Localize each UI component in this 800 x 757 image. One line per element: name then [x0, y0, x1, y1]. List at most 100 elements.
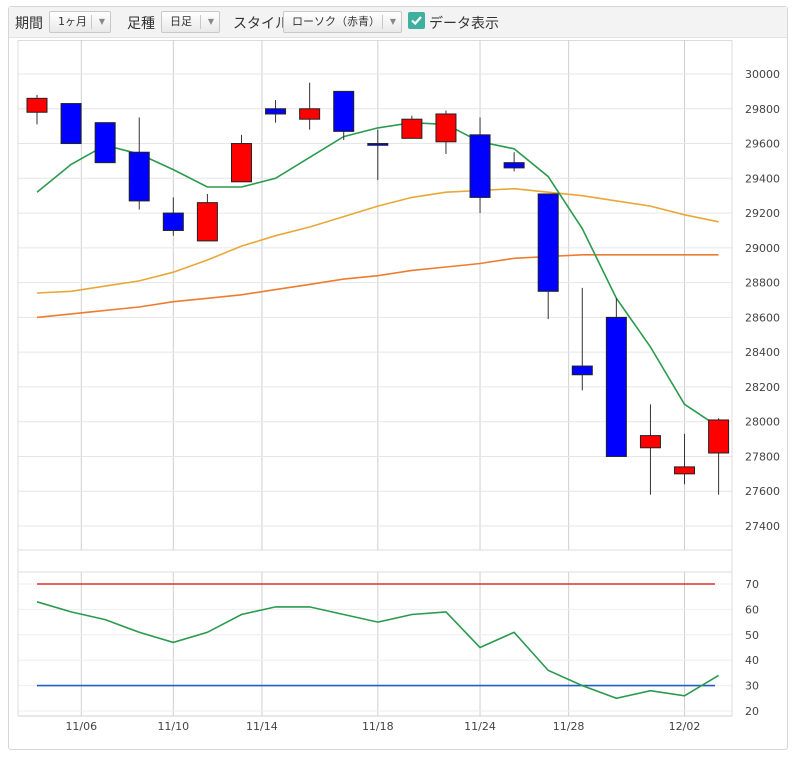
- candle: [469, 117, 491, 214]
- candle: [674, 433, 696, 485]
- x-tick-label: 11/24: [464, 720, 496, 733]
- bar-type-dropdown[interactable]: 日足 ▼: [161, 11, 220, 33]
- y-tick-label: 29600: [745, 138, 780, 151]
- candle: [401, 115, 423, 139]
- grid-lines: [17, 40, 733, 717]
- candle: [94, 122, 116, 164]
- candle-body-down: [94, 122, 116, 164]
- rsi-y-tick-label: 30: [745, 680, 759, 693]
- y-tick-label: 29000: [745, 242, 780, 255]
- candlesticks: [26, 82, 730, 495]
- period-label: 期間: [15, 16, 43, 32]
- candle-body-down: [60, 103, 82, 145]
- candle-body-up: [435, 113, 457, 143]
- candle-body-down: [162, 212, 184, 231]
- chart-toolbar: 期間 1ヶ月 ▼ 足種 日足 ▼ スタイル ローソク（赤青） ▼ データ表示: [9, 7, 787, 38]
- rsi-y-tick-label: 20: [745, 705, 759, 718]
- dropdown-divider: [382, 15, 383, 29]
- chart-panel: 期間 1ヶ月 ▼ 足種 日足 ▼ スタイル ローソク（赤青） ▼ データ表示: [8, 6, 788, 750]
- candle-body-down: [469, 134, 491, 198]
- style-label: スタイル: [233, 16, 289, 32]
- candle-body-up: [26, 97, 48, 113]
- data-display-checkbox[interactable]: [408, 12, 425, 29]
- x-tick-label: 12/02: [669, 720, 701, 733]
- rsi-y-tick-label: 50: [745, 629, 759, 642]
- candle-body-up: [299, 108, 321, 120]
- candle-body-down: [503, 162, 525, 169]
- candle: [435, 110, 457, 154]
- candle-body-down: [367, 143, 389, 146]
- candle: [367, 129, 389, 181]
- y-tick-label: 28400: [745, 346, 780, 359]
- rsi-line: [36, 601, 720, 700]
- chevron-down-icon: ▼: [98, 17, 105, 26]
- y-tick-label: 27600: [745, 485, 780, 498]
- candle-body-down: [571, 365, 593, 376]
- period-dropdown-value: 1ヶ月: [58, 15, 87, 28]
- y-tick-label: 28800: [745, 277, 780, 290]
- style-dropdown-value: ローソク（赤青）: [292, 15, 380, 28]
- y-tick-label: 30000: [745, 68, 780, 81]
- candle-body-down: [537, 193, 559, 292]
- period-dropdown[interactable]: 1ヶ月 ▼: [49, 11, 111, 33]
- candle-body-down: [265, 108, 287, 115]
- dropdown-divider: [200, 15, 201, 29]
- y-tick-label: 27800: [745, 451, 780, 464]
- chevron-down-icon: ▼: [207, 17, 214, 26]
- x-tick-label: 11/06: [65, 720, 97, 733]
- bar-type-label: 足種: [127, 16, 155, 32]
- candle-body-up: [674, 466, 696, 475]
- candle-body-up: [401, 118, 423, 139]
- moving-average-lines: [36, 121, 720, 428]
- y-tick-label: 28600: [745, 311, 780, 324]
- y-axis-labels: 30000 29800 29600 29400 29200 29000 28800 28600…: [745, 68, 780, 718]
- candle: [333, 90, 355, 141]
- candle: [196, 193, 218, 242]
- candle: [537, 193, 559, 320]
- style-dropdown[interactable]: ローソク（赤青） ▼: [283, 11, 402, 33]
- candle: [26, 94, 48, 125]
- y-tick-label: 28200: [745, 381, 780, 394]
- y-tick-label: 27400: [745, 520, 780, 533]
- candle: [503, 152, 525, 172]
- rsi-y-tick-label: 60: [745, 603, 759, 616]
- y-tick-label: 29800: [745, 103, 780, 116]
- candle: [299, 82, 321, 130]
- x-axis-labels: 11/06 11/10 11/14 11/18 11/24 11/28 12/02: [65, 720, 700, 733]
- y-tick-label: 28000: [745, 416, 780, 429]
- candle: [230, 134, 252, 183]
- rsi-panel: [36, 583, 720, 700]
- candle-body-down: [605, 316, 627, 457]
- candle-body-up: [196, 202, 218, 242]
- rsi-y-tick-label: 40: [745, 654, 759, 667]
- candle: [60, 103, 82, 145]
- candle: [265, 100, 287, 123]
- candle: [708, 418, 730, 495]
- candle-body-down: [128, 151, 150, 202]
- ma-long-line: [36, 254, 719, 319]
- chart-top-border: [18, 40, 732, 41]
- data-display-label: データ表示: [429, 16, 499, 32]
- y-tick-label: 29400: [745, 172, 780, 185]
- candle: [639, 404, 661, 495]
- x-tick-label: 11/18: [362, 720, 394, 733]
- ma-short-line: [36, 121, 720, 428]
- candle: [571, 287, 593, 391]
- candle-body-down: [333, 90, 355, 132]
- x-tick-label: 11/14: [246, 720, 278, 733]
- candle: [162, 197, 184, 236]
- rsi-y-tick-label: 70: [745, 578, 759, 591]
- x-tick-label: 11/28: [553, 720, 585, 733]
- x-tick-label: 11/10: [157, 720, 189, 733]
- candle: [128, 117, 150, 210]
- chevron-down-icon: ▼: [389, 17, 396, 26]
- ma-mid-line: [36, 187, 719, 294]
- bar-type-dropdown-value: 日足: [170, 15, 192, 28]
- checkmark-icon: [411, 16, 422, 26]
- candle-body-up: [708, 419, 730, 454]
- y-tick-label: 29200: [745, 207, 780, 220]
- candle-body-up: [639, 435, 661, 449]
- dropdown-divider: [91, 15, 92, 29]
- candle: [605, 298, 627, 457]
